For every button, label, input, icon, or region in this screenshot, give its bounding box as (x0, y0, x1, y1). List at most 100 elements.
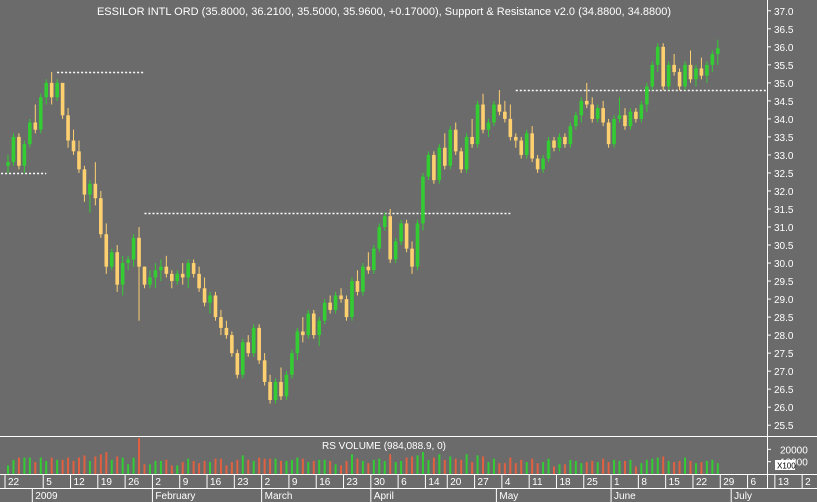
volume-bar (61, 459, 64, 474)
candle-body (623, 115, 627, 127)
candle-body (612, 118, 616, 145)
candle-body (311, 313, 316, 336)
candle-body (617, 115, 622, 119)
volume-bar (596, 462, 599, 474)
candle-body (677, 72, 682, 87)
candle (388, 208, 392, 264)
volume-bar (345, 460, 348, 474)
candle (563, 133, 567, 148)
date-tick-label: 15 (669, 477, 681, 488)
volume-bar (236, 459, 239, 474)
candle-body (464, 136, 469, 170)
candle-body (683, 64, 687, 87)
candle (186, 259, 190, 289)
candle (404, 219, 409, 253)
volume-bar (623, 460, 626, 474)
candle (109, 248, 114, 271)
candle-body (240, 342, 245, 375)
candle-body (17, 136, 21, 166)
volume-bar (378, 458, 381, 474)
candle-body (481, 104, 485, 130)
candle (28, 118, 32, 148)
date-tick-label: 20 (450, 477, 462, 488)
volume-bar (580, 463, 583, 474)
candle (443, 133, 447, 170)
volume-bar (67, 457, 70, 474)
volume-bar (400, 460, 403, 474)
candle (344, 295, 349, 321)
candle-body (552, 140, 556, 148)
candle-body (197, 273, 201, 289)
volume-bar (383, 460, 386, 474)
candle (230, 331, 234, 357)
candle-body (382, 216, 387, 228)
volume-bar (427, 459, 430, 474)
date-tick-label: 26 (128, 477, 140, 488)
candle (535, 154, 540, 173)
candle-body (688, 64, 693, 80)
candle-body (459, 151, 463, 170)
candle (699, 57, 704, 80)
date-axis: 22 5 12 19 26 2 9 16 23 2 9 16 23 30 6 14 20 27 4 11 18 25 1 8 1… (4, 474, 811, 502)
volume-bar (296, 457, 299, 474)
candle-body (99, 198, 103, 235)
price-tick-label: 30.0 (774, 259, 794, 270)
candle (541, 154, 545, 173)
candle (432, 151, 436, 184)
candle (219, 309, 223, 336)
price-tick-label: 34.5 (774, 97, 794, 108)
candle-body (159, 266, 163, 271)
volume-bar (23, 457, 26, 474)
candle (311, 309, 316, 339)
candle (180, 263, 185, 285)
candle-body (344, 299, 349, 318)
volume-bar (531, 458, 534, 474)
candle-body (142, 266, 147, 285)
volume-bar (640, 463, 643, 474)
candle-body (530, 133, 534, 159)
volume-bar (416, 455, 419, 474)
candle (202, 277, 207, 307)
volume-bar (645, 459, 648, 474)
candle-body (497, 104, 502, 112)
volume-bar (634, 466, 637, 474)
candle-body (55, 82, 59, 98)
candle-body (639, 104, 644, 119)
volume-bar (367, 463, 370, 474)
price-axis: 37.0 36.5 36.0 35.5 35.0 34.5 34.0 33.5 33.0 32.5… (767, 7, 794, 432)
volume-bar (476, 455, 479, 474)
volume-bar (673, 462, 676, 474)
candle (421, 172, 425, 231)
date-tick-label: 5 (46, 477, 52, 488)
month-tick-label: July (734, 491, 752, 502)
volume-bar (209, 462, 212, 474)
volume-bar (656, 457, 659, 474)
volume-bar (471, 462, 474, 474)
volume-bar (148, 464, 151, 474)
volume-bar (225, 465, 228, 474)
candle-body (104, 234, 109, 267)
volume-bar (667, 460, 670, 474)
candle (399, 219, 403, 246)
volume-bar (170, 465, 173, 474)
date-tick-label: 16 (210, 477, 222, 488)
volume-bar (105, 452, 108, 474)
volume-bar (700, 462, 703, 474)
candle (601, 100, 605, 127)
volume-bar (285, 460, 288, 474)
candle (372, 245, 376, 274)
candle-body (579, 100, 584, 116)
panel-frames (0, 0, 817, 489)
volume-bar (83, 455, 86, 474)
price-tick-label: 31.5 (774, 205, 794, 216)
volume-axis: 2000010000X100 (767, 445, 808, 471)
candle (49, 72, 54, 105)
candle (301, 317, 305, 343)
candle-body (372, 248, 376, 271)
candle (88, 180, 92, 213)
volume-bar (585, 462, 588, 474)
candle-body (246, 342, 251, 354)
candle-body (650, 64, 655, 87)
volume-bar (487, 462, 490, 474)
price-tick-label: 33.5 (774, 133, 794, 144)
